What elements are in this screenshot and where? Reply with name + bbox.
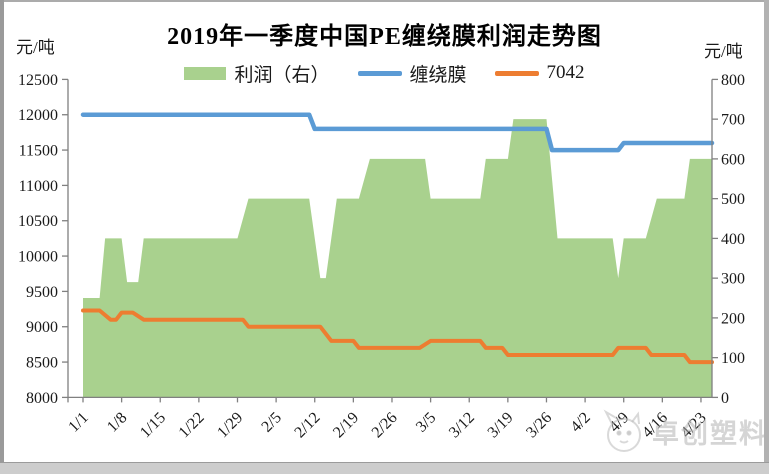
legend-item-profit: 利润（右） — [184, 60, 330, 87]
legend-label-7042: 7042 — [546, 62, 585, 83]
left-axis-tick-label: 9500 — [26, 284, 58, 301]
price-line-series — [80, 112, 715, 365]
right-axis-tick-label: 300 — [721, 271, 745, 288]
frame-bottom-border — [0, 462, 769, 474]
left-axis-tick-label: 11500 — [19, 143, 58, 160]
left-axis-unit-label: 元/吨 — [16, 38, 55, 57]
right-axis-tick-label: 700 — [721, 112, 745, 129]
x-axis-tick-label: 2/26 — [369, 409, 401, 441]
legend-label-wrap-film: 缠绕膜 — [409, 64, 467, 86]
chart-title: 2019年一季度中国PE缠绕膜利润走势图 — [167, 24, 602, 50]
legend: 利润（右） 缠绕膜 7042 — [80, 62, 689, 86]
x-axis-tick-label: 3/12 — [446, 409, 478, 441]
wrap-film-line-swatch — [357, 70, 402, 76]
x-axis-tick-label: 3/26 — [523, 409, 555, 441]
left-axis-tick-label: 11000 — [19, 178, 58, 195]
x-axis-tick-label: 1/22 — [176, 409, 208, 441]
x-axis-tick-label: 1/29 — [214, 409, 246, 441]
x-axis-tick-label: 4/23 — [678, 409, 710, 441]
frame-top-border — [0, 0, 769, 2]
x-axis-tick-label: 1/1 — [65, 409, 91, 435]
legend-label-profit: 利润（右） — [234, 64, 330, 86]
right-axis-tick-label: 600 — [721, 151, 745, 168]
left-axis-tick-label: 10000 — [18, 249, 58, 266]
x-axis-tick-label: 1/15 — [137, 409, 169, 441]
x-axis-tick-label: 4/2 — [567, 409, 593, 435]
profit-area-series — [83, 119, 712, 398]
legend-item-7042: 7042 — [494, 62, 585, 84]
x-axis-tick-label: 3/19 — [485, 409, 517, 441]
profit-area — [83, 119, 712, 398]
x-axis-tick-label: 4/9 — [606, 409, 632, 435]
axes — [62, 78, 718, 403]
right-axis-tick-label: 800 — [721, 72, 745, 89]
left-axis-tick-label: 12000 — [18, 107, 58, 124]
line-7042 — [81, 308, 714, 365]
right-axis-tick-label: 400 — [721, 231, 745, 248]
x-axis-tick-label: 2/19 — [330, 409, 362, 441]
x-axis-tick-label: 2/5 — [258, 409, 284, 435]
line-7042-swatch — [494, 70, 539, 76]
left-axis-tick-label: 9000 — [26, 319, 58, 336]
left-axis-tick-label: 8500 — [26, 355, 58, 372]
frame-right-border — [764, 0, 769, 474]
x-axis-tick-label: 4/16 — [639, 409, 671, 441]
legend-item-wrap-film: 缠绕膜 — [357, 60, 467, 87]
frame-left-border — [0, 0, 4, 474]
x-axis-tick-label: 2/12 — [291, 409, 323, 441]
wrap-film-line — [80, 112, 715, 153]
left-axis-tick-label: 8000 — [26, 390, 58, 407]
right-axis-tick-label: 200 — [721, 310, 745, 327]
right-axis-tick-label: 500 — [721, 191, 745, 208]
x-axis-tick-label: 3/5 — [413, 409, 439, 435]
left-axis-tick-label: 10500 — [18, 213, 58, 230]
right-axis-tick-label: 0 — [721, 390, 729, 407]
right-axis-unit-label: 元/吨 — [704, 42, 743, 61]
left-axis-tick-label: 12500 — [18, 72, 58, 89]
right-axis-tick-label: 100 — [721, 350, 745, 367]
profit-area-swatch — [184, 66, 227, 80]
x-axis-tick-label: 1/8 — [104, 409, 130, 435]
